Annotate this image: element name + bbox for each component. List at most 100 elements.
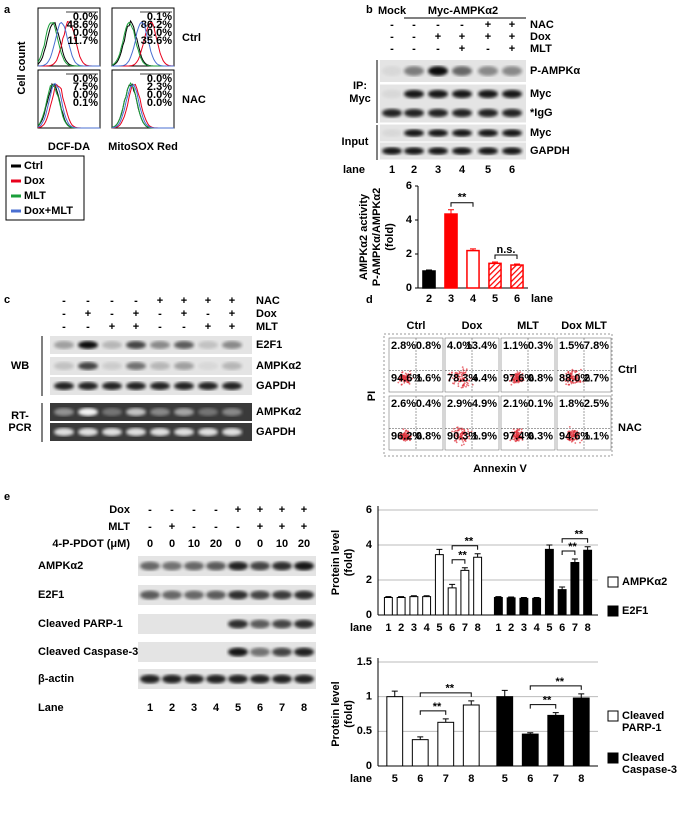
blot-band [54,362,74,370]
error-bar [436,548,443,555]
scatter-dot [449,373,452,376]
scatter-dot [466,381,468,384]
blot-band [150,341,170,349]
scatter-dot [455,439,457,442]
scatter-dot [521,378,523,381]
scatter-dot [576,376,578,379]
y-axis-label: P-AMPKα/AMPKα2 [371,188,383,286]
lane-label: lane [343,164,365,176]
legend-label: Ctrl [24,160,43,172]
scatter-dot [516,429,518,431]
scatter-dot [469,377,472,380]
treatment-sign: - [412,31,416,43]
scatter-dot [471,383,474,386]
blot-band [198,408,218,416]
treatment-sign: - [148,521,152,533]
bar [532,597,542,616]
bar [396,597,406,616]
quadrant-percentage: 2.9% [447,398,472,410]
scatter-dot [406,437,409,439]
scatter-dot [463,443,465,446]
bar [422,596,432,616]
row-label: Ctrl [182,32,201,44]
scatter-dot [567,434,569,436]
row-label: NAC [182,94,206,106]
legend-swatch [607,710,619,722]
x-tick-label: 4 [470,293,477,305]
blot-band [150,408,170,416]
bar [386,696,404,767]
scatter-dot [404,440,407,442]
scatter-dot [407,376,410,379]
bar [437,721,455,767]
blot-band [78,408,98,416]
scatter-dot [458,427,461,430]
x-axis-label: Annexin V [473,463,527,475]
treatment-sign: + [85,308,91,320]
treatment-name: Dox [109,504,131,516]
blot-band [126,362,146,370]
blot-band [428,66,448,76]
scatter-dot [459,433,462,435]
scatter-dot [408,379,411,382]
scatter-dot [460,436,463,439]
bar [411,739,429,767]
scatter-dot [467,384,470,387]
significance-bracket [419,710,447,715]
blot-band [150,362,170,370]
scatter-dot [468,437,471,440]
quadrant-percentage: 90.3% [447,430,478,442]
y-tick-label: 0.5 [357,725,372,737]
x-tick-label: 8 [475,622,481,634]
scatter-dot [399,434,402,436]
quadrant-percentage: 78.3% [447,372,478,384]
significance-bracket [529,685,582,690]
scatter-dot [468,379,471,382]
y-tick-label: 0 [406,282,412,294]
blot-band [54,408,74,416]
treatment-sign: - [62,295,66,307]
treatment-sign: + [157,295,163,307]
quadrant-percentage: 96.2% [391,430,422,442]
error-bar [501,689,508,697]
scatter-dot [565,372,568,375]
scatter-dot [402,378,405,381]
error-bar [391,690,398,697]
quadrant-percentage: 88.0% [559,372,590,384]
quadrant-percentage: 2.8% [391,340,416,352]
percentage: 0.0% [73,89,98,101]
scatter-dot [571,368,574,371]
blot-band [54,428,74,436]
x-tick-label: 6 [559,622,565,634]
scatter-dot [519,379,522,382]
blot-band [102,341,122,349]
blot-band [382,147,402,155]
column-label: Ctrl [406,320,426,332]
significance-bracket [451,545,479,550]
scatter-dot [572,377,575,379]
blot-band [452,108,472,118]
error-bar [468,700,475,705]
scatter-dot [512,438,515,441]
blot-band [126,341,146,349]
scatter-dot [521,439,524,441]
quadrant-percentage: 0.8% [416,430,441,442]
blot-label: P-AMPKα [530,65,580,77]
treatment-sign: 10 [188,538,200,550]
scatter-dot [578,376,581,379]
x-tick-label: 7 [443,773,449,785]
percentage: 0.0% [147,97,172,109]
bar [570,562,580,616]
scatter-dot [463,430,466,433]
blot-band [404,66,424,76]
scatter-dot [511,431,514,434]
group-label: Myc [349,93,370,105]
scatter-dot [467,435,470,438]
blot-band [162,561,182,571]
scatter-dot [578,379,580,381]
scatter-dot [515,379,518,382]
scatter-dot [518,376,521,379]
significance-bracket [419,692,472,697]
scatter-dot [464,371,467,374]
scatter-dot [452,382,454,385]
